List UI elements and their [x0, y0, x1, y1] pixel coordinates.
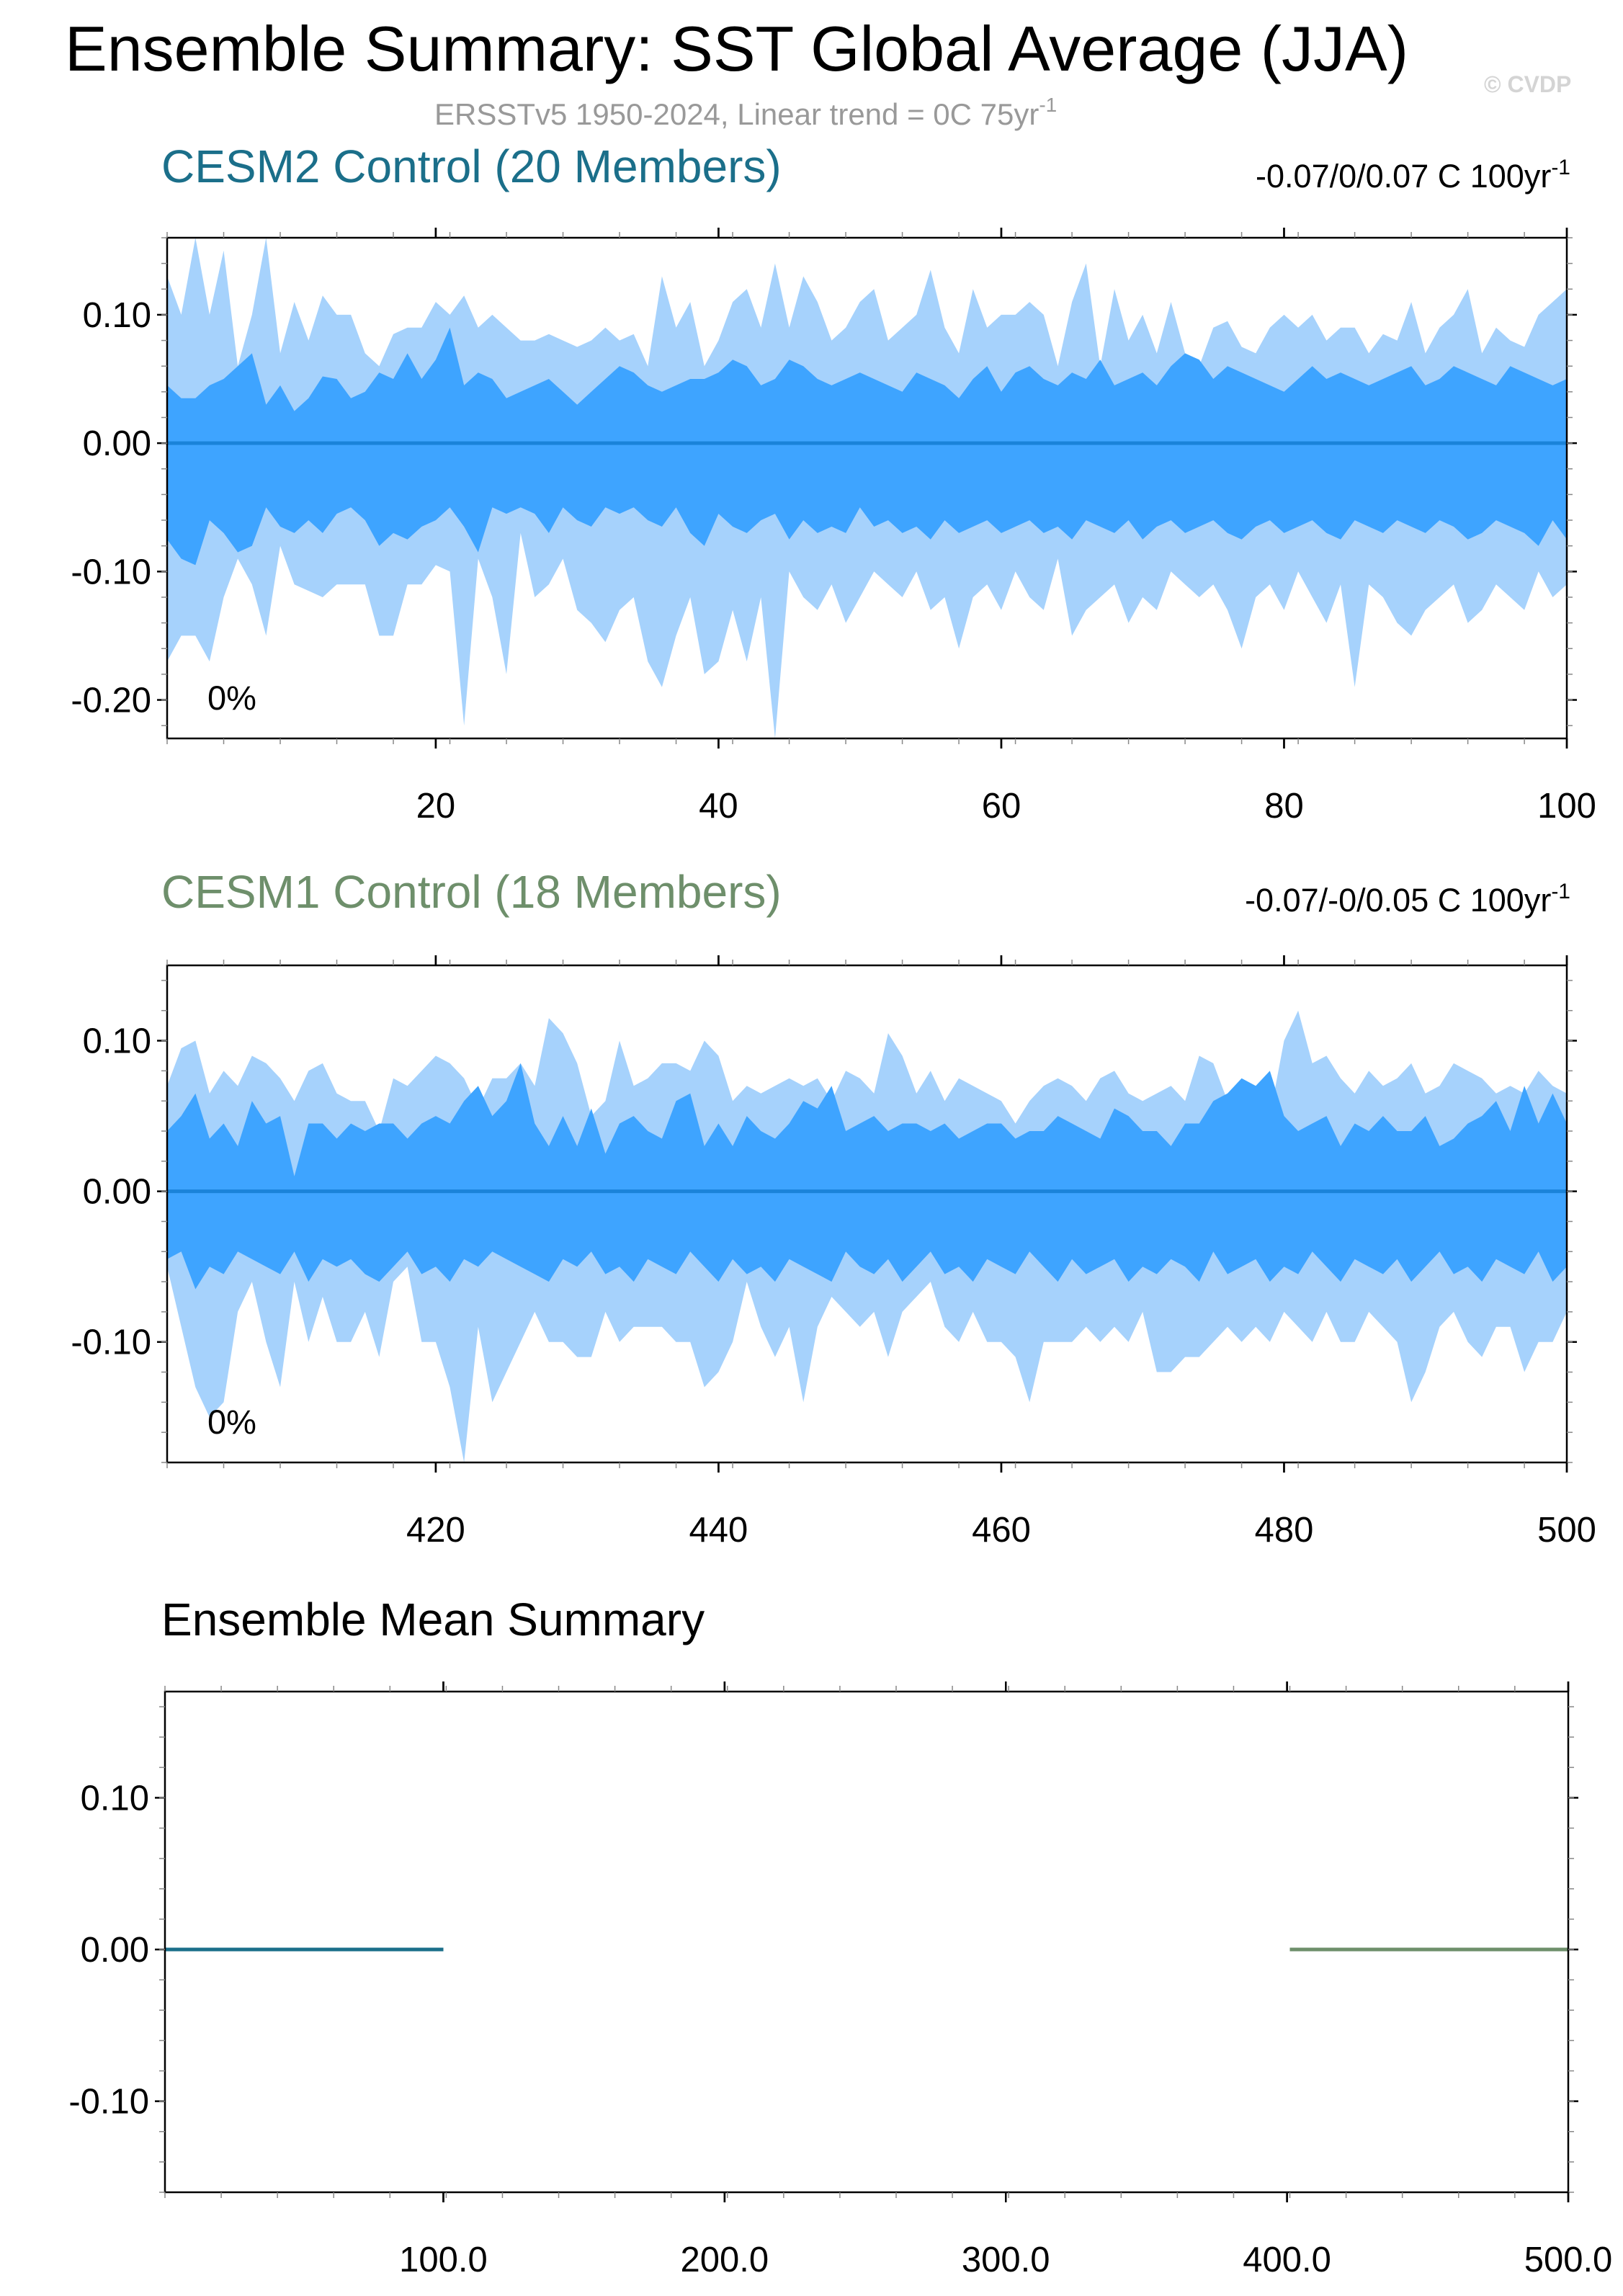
- subtitle-sup: -1: [1039, 94, 1057, 116]
- figure-title: Ensemble Summary: SST Global Average (JJ…: [65, 13, 1408, 84]
- x-tick-label: 500: [1537, 1511, 1596, 1550]
- panel-1-interquartile-band: [167, 327, 1567, 566]
- y-tick-label: -0.10: [71, 1323, 151, 1362]
- panel-2-trend: -0.07/-0/0.05 C 100yr-1: [1245, 880, 1570, 919]
- y-tick-label: 0.10: [81, 1779, 149, 1818]
- y-tick-label: 0.00: [83, 424, 151, 463]
- x-tick-label: 80: [1264, 787, 1304, 826]
- x-tick-label: 300.0: [962, 2241, 1050, 2279]
- y-tick-label: 0.10: [83, 296, 151, 335]
- figure-subtitle: ERSSTv5 1950-2024, Linear trend = 0C 75y…: [434, 94, 1057, 131]
- x-tick-label: 440: [689, 1511, 748, 1550]
- panel-2-percent-label: 0%: [207, 1403, 256, 1441]
- panel-1-frame: [166, 236, 1568, 740]
- x-tick-label: 60: [982, 787, 1021, 826]
- x-tick-label: 480: [1255, 1511, 1314, 1550]
- panel-3-title: Ensemble Mean Summary: [161, 1594, 705, 1645]
- panel-3-frame: [164, 1690, 1570, 2194]
- y-tick-label: 0.10: [83, 1022, 151, 1061]
- y-tick-label: 0.00: [83, 1173, 151, 1212]
- panel-2-trend-sup: -1: [1551, 880, 1570, 903]
- cvdp-watermark: © CVDP: [1484, 71, 1571, 97]
- panel-1-title: CESM2 Control (20 Members): [161, 140, 782, 192]
- panel-2-interquartile-band: [167, 1063, 1567, 1290]
- panel-1-chart: 0.10 0.00 -0.10 -0.20 20 40 60 80 100: [71, 228, 1596, 826]
- x-tick-label: 400.0: [1243, 2241, 1331, 2279]
- x-tick-label: 200.0: [681, 2241, 769, 2279]
- panel-1-trend-text: -0.07/0/0.07 C 100yr: [1256, 158, 1551, 195]
- x-tick-label: 40: [699, 787, 738, 826]
- panel-3-chart: 0.10 0.00 -0.10 100.0 200.0 300.0 400.0 500.0: [68, 1681, 1612, 2279]
- x-tick-label: 100.0: [399, 2241, 488, 2279]
- x-tick-label: 460: [972, 1511, 1031, 1550]
- y-tick-label: 0.00: [81, 1931, 149, 1970]
- panel-1-percent-label: 0%: [207, 679, 256, 717]
- panel-2-title: CESM1 Control (18 Members): [161, 866, 782, 918]
- x-tick-label: 20: [416, 787, 456, 826]
- y-tick-label: -0.10: [71, 553, 151, 591]
- panel-1-trend: -0.07/0/0.07 C 100yr-1: [1256, 156, 1570, 195]
- x-tick-label: 420: [406, 1511, 465, 1550]
- panel-2-trend-text: -0.07/-0/0.05 C 100yr: [1245, 882, 1551, 919]
- subtitle-text: ERSSTv5 1950-2024, Linear trend = 0C 75y…: [434, 97, 1039, 131]
- panel-2-chart: 0.10 0.00 -0.10 420 440 460 480 500: [71, 955, 1596, 1550]
- panel-1-trend-sup: -1: [1551, 156, 1570, 179]
- y-tick-label: -0.20: [71, 682, 151, 720]
- x-tick-label: 500.0: [1524, 2241, 1613, 2279]
- x-tick-label: 100: [1537, 787, 1596, 826]
- y-tick-label: -0.10: [68, 2083, 149, 2122]
- panel-2-frame: [166, 964, 1568, 1464]
